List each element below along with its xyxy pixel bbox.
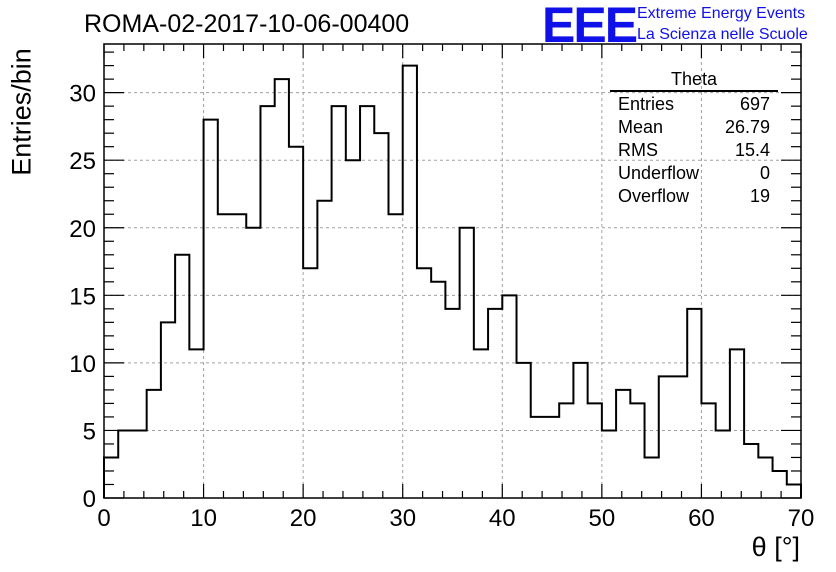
tick-labels: 0 10 20 30 40 50 60 70 0 5 10 15 20 25 30: [69, 81, 814, 532]
stats-value: 697: [739, 94, 770, 114]
logo-line-1: Extreme Energy Events: [637, 5, 806, 22]
x-axis-label: θ [°]: [751, 532, 800, 562]
stats-label: Overflow: [618, 186, 690, 206]
stats-row-entries: Entries 697: [610, 93, 778, 116]
stats-label: Underflow: [618, 163, 700, 183]
stats-value: 19: [749, 186, 770, 206]
stats-row-mean: Mean 26.79: [610, 116, 778, 139]
stats-title: Theta: [610, 68, 778, 92]
grid-lines: [104, 44, 801, 498]
stats-label: Mean: [618, 117, 664, 137]
x-tick-label: 50: [589, 505, 616, 532]
y-tick-label: 10: [69, 351, 96, 378]
x-tick-label: 70: [788, 505, 815, 532]
plot-frame: [103, 43, 802, 499]
logo-line-2: La Scienza nelle Scuole: [637, 26, 808, 43]
y-tick-label: 20: [69, 216, 96, 243]
stats-row-overflow: Overflow 19: [610, 185, 778, 208]
y-tick-label: 25: [69, 148, 96, 175]
run-title: ROMA-02-2017-10-06-00400: [84, 10, 410, 38]
stats-row-underflow: Underflow 0: [610, 162, 778, 185]
x-tick-label: 60: [688, 505, 715, 532]
x-tick-label: 0: [97, 505, 110, 532]
y-tick-label: 15: [69, 283, 96, 310]
stats-row-rms: RMS 15.4: [610, 139, 778, 162]
y-tick-label: 0: [83, 486, 96, 513]
stats-box: Theta Entries 697 Mean 26.79 RMS 15.4 Un…: [610, 68, 778, 208]
stats-value: 0: [759, 163, 770, 183]
stats-label: RMS: [618, 140, 658, 160]
stats-label: Entries: [618, 94, 675, 114]
y-tick-label: 30: [69, 81, 96, 108]
x-tick-label: 40: [489, 505, 516, 532]
stats-value: 26.79: [724, 117, 770, 137]
stats-value: 15.4: [734, 140, 770, 160]
x-tick-label: 30: [389, 505, 416, 532]
histogram-step-line: [103, 64, 803, 498]
eee-logo: EEE: [542, 0, 638, 53]
x-tick-label: 20: [290, 505, 317, 532]
axis-ticks: [103, 44, 802, 499]
y-axis-label: Entries/bin: [6, 48, 37, 176]
y-tick-label: 5: [83, 418, 96, 445]
x-tick-label: 10: [190, 505, 217, 532]
